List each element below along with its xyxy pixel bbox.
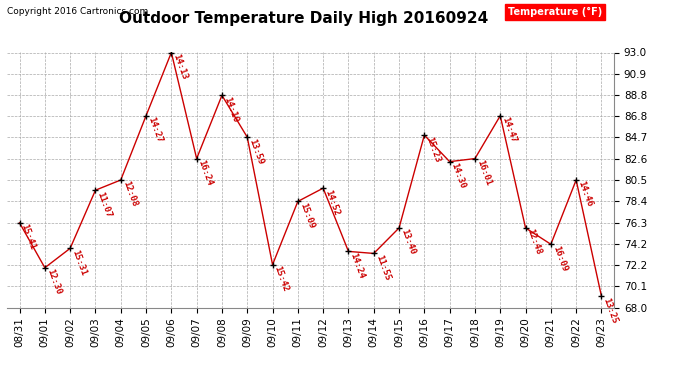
Text: 15:42: 15:42 bbox=[273, 265, 290, 293]
Text: 15:23: 15:23 bbox=[424, 135, 442, 164]
Text: 15:31: 15:31 bbox=[70, 248, 88, 277]
Text: 14:46: 14:46 bbox=[576, 180, 594, 209]
Text: 13:25: 13:25 bbox=[602, 296, 619, 325]
Text: 13:59: 13:59 bbox=[247, 137, 265, 165]
Text: 12:08: 12:08 bbox=[121, 180, 139, 209]
Text: 14:27: 14:27 bbox=[146, 116, 164, 144]
Text: 15:41: 15:41 bbox=[19, 223, 37, 251]
Text: 16:01: 16:01 bbox=[475, 159, 493, 187]
Text: 14:52: 14:52 bbox=[323, 188, 341, 216]
Text: 11:07: 11:07 bbox=[95, 190, 113, 219]
Text: 16:24: 16:24 bbox=[197, 159, 215, 187]
Text: 13:40: 13:40 bbox=[399, 228, 417, 256]
Text: 14:24: 14:24 bbox=[348, 251, 366, 280]
Text: 12:48: 12:48 bbox=[526, 228, 543, 256]
Text: 14:13: 14:13 bbox=[171, 53, 189, 81]
Text: 14:30: 14:30 bbox=[450, 162, 467, 190]
Text: 14:10: 14:10 bbox=[222, 95, 239, 124]
Text: Temperature (°F): Temperature (°F) bbox=[508, 7, 602, 16]
Text: 16:09: 16:09 bbox=[551, 244, 569, 273]
Text: 11:55: 11:55 bbox=[374, 254, 391, 282]
Text: Outdoor Temperature Daily High 20160924: Outdoor Temperature Daily High 20160924 bbox=[119, 11, 489, 26]
Text: Copyright 2016 Cartronics.com: Copyright 2016 Cartronics.com bbox=[7, 7, 148, 16]
Text: 15:09: 15:09 bbox=[298, 201, 315, 230]
Text: 14:47: 14:47 bbox=[500, 116, 518, 144]
Text: 12:30: 12:30 bbox=[45, 268, 63, 296]
